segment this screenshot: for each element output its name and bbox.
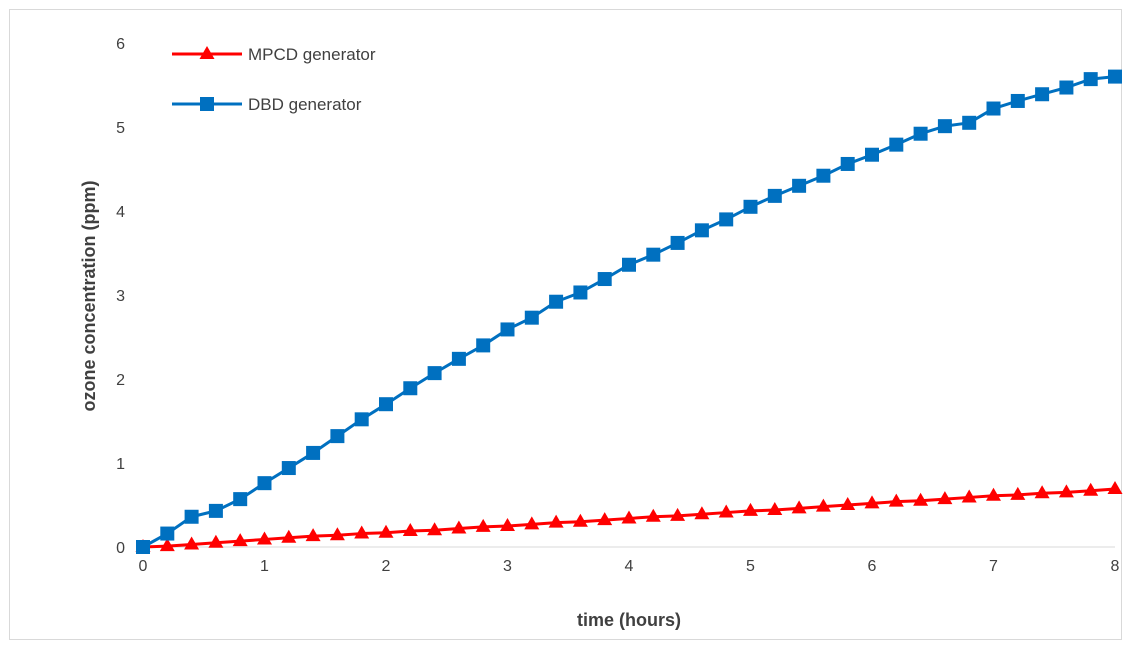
data-point (646, 248, 660, 262)
legend-item-dbd: DBD generator (172, 95, 362, 114)
data-point (719, 212, 733, 226)
data-point (1084, 72, 1098, 86)
data-point (622, 258, 636, 272)
series-dbd (136, 70, 1122, 554)
legend: MPCD generator DBD generator (172, 45, 376, 114)
data-point (792, 179, 806, 193)
data-point (889, 138, 903, 152)
data-point (160, 527, 174, 541)
data-point (403, 381, 417, 395)
data-point (233, 492, 247, 506)
x-tick-label: 1 (260, 558, 269, 575)
data-point (549, 295, 563, 309)
series-mpcd (136, 481, 1123, 552)
data-point (428, 366, 442, 380)
data-point (476, 338, 490, 352)
data-point (598, 272, 612, 286)
data-point (744, 200, 758, 214)
x-tick-label: 7 (989, 558, 998, 575)
data-point (306, 446, 320, 460)
y-tick-label: 6 (116, 36, 125, 53)
legend-marker-square-icon (200, 97, 214, 111)
data-point (768, 189, 782, 203)
data-point (914, 127, 928, 141)
x-tick-label: 2 (382, 558, 391, 575)
data-point (938, 119, 952, 133)
data-point (379, 397, 393, 411)
x-axis-title: time (hours) (577, 610, 681, 630)
data-point (1011, 94, 1025, 108)
data-point (185, 510, 199, 524)
x-tick-label: 3 (503, 558, 512, 575)
legend-label-dbd: DBD generator (248, 95, 362, 114)
y-tick-label: 2 (116, 372, 125, 389)
x-tick-label: 8 (1111, 558, 1120, 575)
data-point (136, 540, 150, 554)
y-tick-labels: 0 1 2 3 4 5 6 (116, 36, 125, 557)
x-tick-label: 4 (625, 558, 634, 575)
series-layer (136, 70, 1123, 554)
data-point (573, 285, 587, 299)
data-point (501, 322, 515, 336)
x-tick-label: 6 (868, 558, 877, 575)
x-tick-label: 5 (746, 558, 755, 575)
y-tick-label: 5 (116, 120, 125, 137)
data-point (865, 148, 879, 162)
x-tick-label: 0 (139, 558, 148, 575)
data-point (258, 476, 272, 490)
y-tick-label: 3 (116, 288, 125, 305)
y-tick-label: 4 (116, 204, 125, 221)
data-point (841, 157, 855, 171)
data-point (816, 169, 830, 183)
data-point (987, 102, 1001, 116)
y-tick-label: 1 (116, 456, 125, 473)
data-point (1108, 70, 1122, 84)
y-axis-title: ozone concentration (ppm) (79, 181, 99, 412)
series-line (143, 77, 1115, 547)
data-point (355, 412, 369, 426)
data-point (209, 504, 223, 518)
data-point (1108, 481, 1123, 494)
data-point (1035, 87, 1049, 101)
data-point (671, 236, 685, 250)
legend-label-mpcd: MPCD generator (248, 45, 376, 64)
data-point (452, 352, 466, 366)
data-point (525, 311, 539, 325)
y-tick-label: 0 (116, 540, 125, 557)
data-point (695, 223, 709, 237)
data-point (962, 116, 976, 130)
legend-item-mpcd: MPCD generator (172, 45, 376, 64)
data-point (330, 429, 344, 443)
x-tick-labels: 0 1 2 3 4 5 6 7 8 (139, 558, 1120, 575)
data-point (282, 461, 296, 475)
data-point (1059, 81, 1073, 95)
